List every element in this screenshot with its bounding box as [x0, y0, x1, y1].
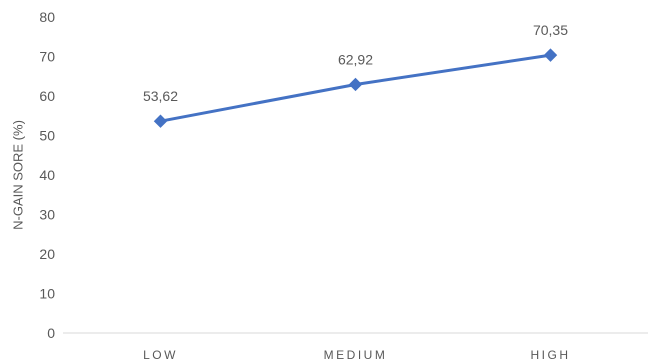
- data-point-marker: [348, 77, 363, 92]
- y-tick-label: 70: [39, 49, 55, 65]
- x-axis-labels: LOW MEDIUM HIGH: [143, 348, 571, 362]
- data-labels: 53,62 62,92 70,35: [143, 22, 568, 104]
- x-tick-label: MEDIUM: [324, 348, 388, 362]
- y-tick-label: 60: [39, 88, 55, 104]
- data-point-marker: [543, 48, 558, 62]
- x-tick-label: HIGH: [531, 348, 571, 362]
- data-label: 62,92: [338, 51, 373, 67]
- data-label: 53,62: [143, 88, 178, 104]
- data-point-marker: [153, 114, 168, 128]
- y-axis-ticks: 0 10 20 30 40 50 60 70 80: [39, 9, 55, 341]
- y-tick-label: 40: [39, 167, 55, 183]
- y-tick-label: 10: [39, 286, 55, 302]
- y-tick-label: 20: [39, 246, 55, 262]
- y-tick-label: 50: [39, 128, 55, 144]
- data-label: 70,35: [533, 22, 568, 38]
- y-tick-label: 0: [47, 325, 55, 341]
- x-tick-label: LOW: [143, 348, 178, 362]
- y-tick-label: 30: [39, 207, 55, 223]
- series-markers: [153, 48, 558, 128]
- y-tick-label: 80: [39, 9, 55, 25]
- y-axis-title: N-GAIN SORE (%): [10, 120, 25, 230]
